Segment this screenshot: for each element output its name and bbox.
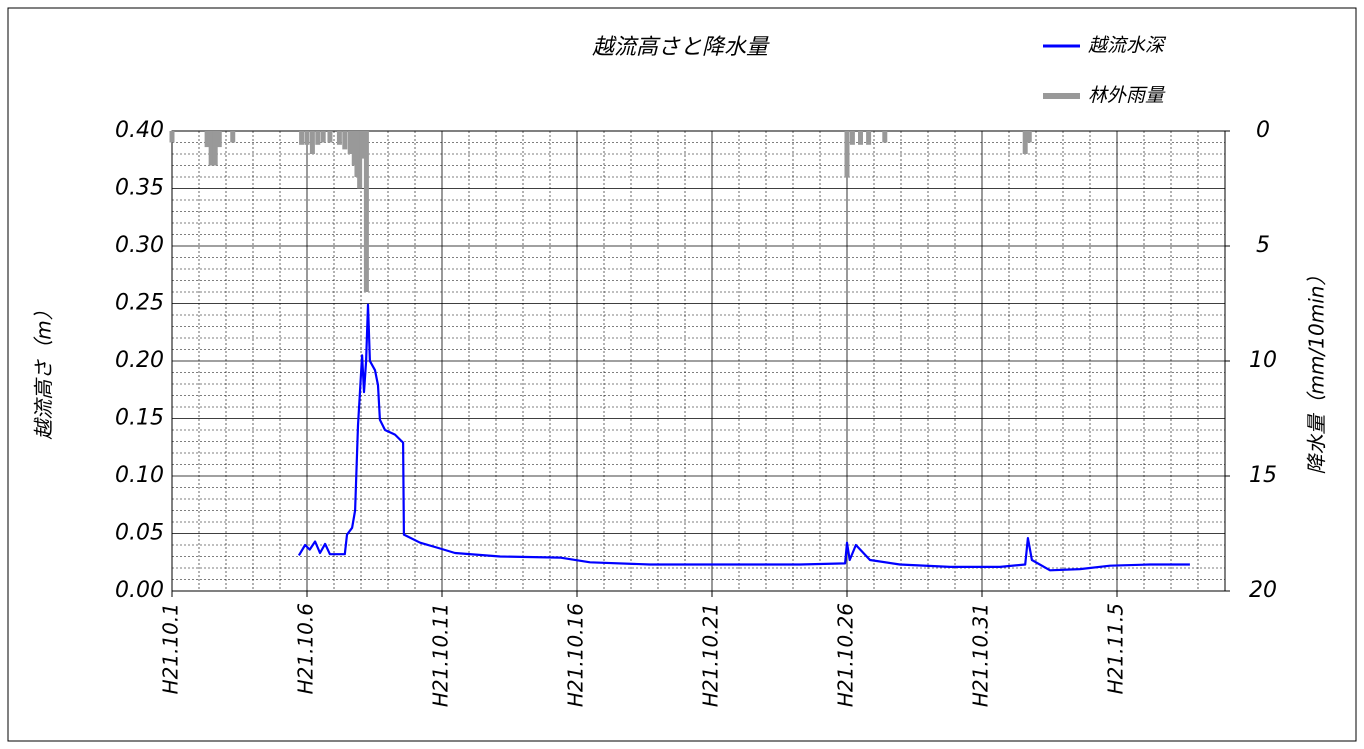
- y-tick-label: 0.35: [115, 176, 164, 201]
- rain-bar: [212, 131, 218, 166]
- x-tick-label: H21.10.1: [159, 603, 183, 694]
- rain-bar: [849, 131, 855, 145]
- rain-bar: [844, 131, 850, 177]
- y2-tick-label: 10: [1249, 348, 1277, 373]
- rain-bar: [357, 131, 363, 189]
- x-tick-label: H21.10.26: [834, 603, 858, 707]
- y-tick-label: 0.15: [115, 406, 164, 431]
- x-tick-label: H21.10.31: [969, 603, 993, 707]
- y2-tick-label: 5: [1256, 233, 1270, 258]
- y2-tick-label: 0: [1256, 118, 1270, 143]
- rain-bar: [866, 131, 872, 145]
- legend-label: 林外雨量: [1088, 85, 1166, 107]
- rain-bar: [304, 131, 310, 145]
- rain-bar: [336, 131, 342, 145]
- y-tick-label: 0.25: [115, 291, 164, 316]
- plot-border: [171, 130, 1226, 592]
- rain-bar: [1026, 131, 1032, 143]
- rain-bar: [320, 131, 326, 143]
- y-axis-label: 越流高さ（m）: [32, 300, 56, 439]
- y2-axis-label: 降水量（mm/10min）: [1305, 266, 1329, 475]
- x-tick-label: H21.11.5: [1104, 603, 1128, 694]
- x-tick-label: H21.10.16: [564, 603, 588, 707]
- rain-bar: [299, 131, 305, 145]
- rain-bar: [359, 131, 365, 159]
- legend-label: 越流水深: [1088, 35, 1167, 57]
- rain-bar: [309, 131, 315, 154]
- rain-bar: [315, 131, 321, 145]
- rain-bar: [351, 131, 357, 166]
- y-tick-label: 0.05: [115, 521, 164, 546]
- rain-bar: [858, 131, 863, 145]
- x-tick-label: H21.10.11: [429, 603, 453, 707]
- rain-bar: [169, 131, 175, 143]
- y-tick-label: 0.00: [115, 578, 164, 603]
- y2-tick-label: 15: [1249, 463, 1277, 488]
- chart-title: 越流高さと降水量: [592, 35, 770, 60]
- y2-tick-label: 20: [1249, 578, 1277, 603]
- depth-line: [297, 303, 1190, 572]
- rain-bar: [354, 131, 360, 177]
- chart-frame: [7, 7, 1357, 742]
- rain-bar: [342, 131, 348, 150]
- y-tick-label: 0.30: [115, 233, 164, 258]
- rain-bar: [204, 131, 210, 148]
- rain-bar: [327, 131, 333, 143]
- rain-bar: [1022, 131, 1028, 154]
- rain-bar: [363, 131, 369, 292]
- rain-bar: [208, 131, 214, 166]
- y-tick-label: 0.20: [115, 348, 164, 373]
- y-tick-label: 0.10: [115, 463, 164, 488]
- rain-bar: [347, 131, 353, 154]
- x-tick-label: H21.10.6: [294, 603, 318, 694]
- rain-bar: [230, 131, 236, 143]
- x-tick-label: H21.10.21: [699, 603, 723, 707]
- rain-bar: [216, 131, 222, 148]
- rain-bar: [882, 131, 888, 143]
- y-tick-label: 0.40: [115, 118, 164, 143]
